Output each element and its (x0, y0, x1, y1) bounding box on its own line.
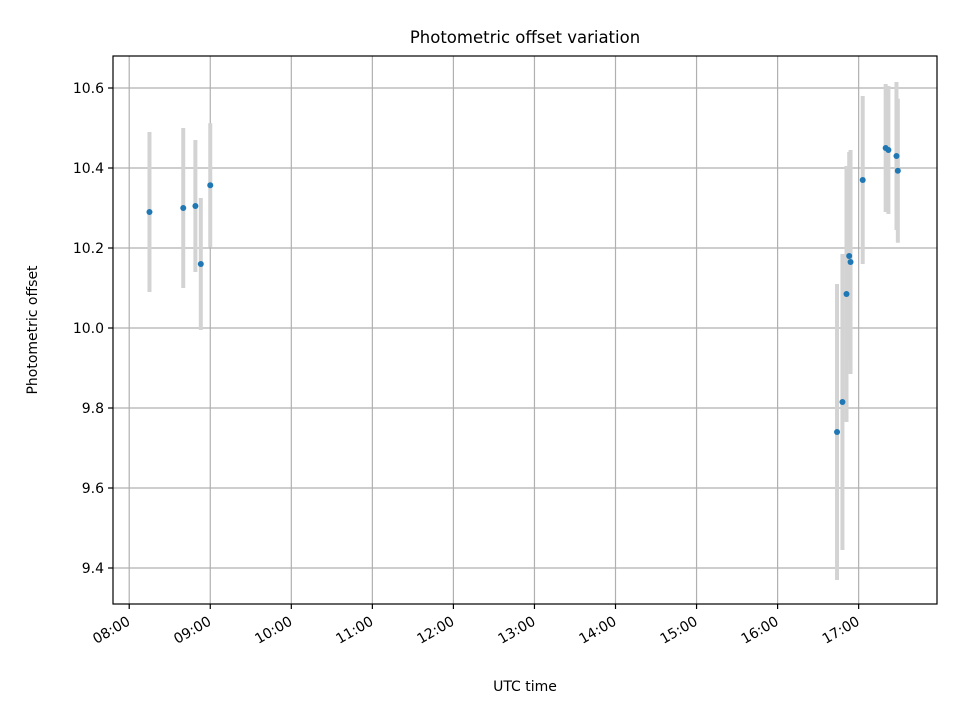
x-tick-label: 08:00 (90, 614, 133, 648)
y-tick-label: 9.8 (82, 401, 104, 417)
x-tick-label: 16:00 (739, 614, 782, 648)
data-point (893, 153, 900, 159)
y-tick-label: 10.4 (73, 161, 104, 177)
y-tick-label: 10.2 (73, 241, 104, 257)
y-tick-label: 9.4 (82, 561, 104, 577)
plot-area-frame (112, 55, 938, 605)
x-tick-label: 17:00 (820, 614, 863, 648)
x-axis-label: UTC time (493, 679, 557, 695)
data-point (834, 429, 841, 435)
y-tick-label: 10.6 (73, 81, 104, 97)
x-tick-label: 13:00 (496, 614, 539, 648)
y-axis-label: Photometric offset (25, 265, 41, 395)
data-point (885, 147, 892, 153)
data-point (859, 177, 866, 183)
x-tick-label: 14:00 (577, 614, 620, 648)
data-point (192, 203, 199, 209)
data-point (839, 399, 846, 405)
data-point (894, 167, 901, 174)
data-point (146, 209, 153, 215)
data-points (146, 145, 901, 435)
x-tick-label: 11:00 (333, 614, 376, 648)
data-point (197, 261, 204, 267)
y-tick-label: 9.6 (82, 481, 104, 497)
data-point (846, 253, 853, 259)
x-axis-ticks: 08:00 09:00 10:00 11:00 12:00 13:00 14:00 15:00… (90, 604, 863, 648)
data-point (847, 259, 854, 265)
y-tick-label: 10.0 (73, 321, 104, 337)
x-tick-label: 12:00 (414, 614, 457, 648)
grid (113, 56, 937, 604)
y-axis-ticks: 9.4 9.6 9.8 10.0 10.2 10.4 10.6 (73, 81, 113, 577)
data-point (843, 291, 850, 297)
data-point (180, 205, 187, 211)
error-bars (147, 82, 900, 580)
data-point (207, 182, 214, 189)
chart-title: Photometric offset variation (410, 28, 640, 47)
x-tick-label: 09:00 (171, 614, 214, 648)
x-tick-label: 10:00 (252, 614, 295, 648)
x-tick-label: 15:00 (658, 614, 701, 648)
